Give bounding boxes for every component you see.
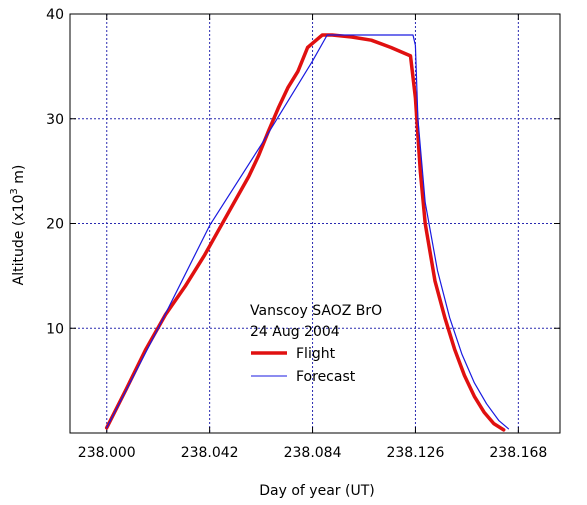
y-tick-label: 40	[46, 7, 64, 23]
y-tick-label: 20	[46, 217, 64, 233]
y-axis-label-exponent: 3	[9, 188, 20, 194]
y-tick-label: 10	[46, 321, 64, 337]
annotation-line-1: Vanscoy SAOZ BrO	[250, 303, 382, 319]
x-tick-label: 238.000	[78, 445, 136, 461]
legend-label-forecast: Forecast	[296, 369, 356, 385]
y-tick-labels: 10 20 30 40	[46, 7, 64, 337]
series-line-forecast	[106, 34, 510, 430]
y-tick-label: 30	[46, 112, 64, 128]
x-tick-labels: 238.000 238.042 238.084 238.126 238.168	[78, 445, 548, 461]
tick-marks	[70, 13, 560, 433]
legend: Vanscoy SAOZ BrO 24 Aug 2004 Flight Fore…	[250, 303, 382, 385]
series-line-flight	[104, 33, 506, 432]
annotation-line-2: 24 Aug 2004	[250, 324, 340, 340]
y-axis-label-prefix: Altitude (x10	[11, 195, 27, 286]
x-tick-label: 238.168	[489, 445, 547, 461]
x-tick-label: 238.084	[284, 445, 342, 461]
x-tick-label: 238.126	[386, 445, 444, 461]
x-tick-label: 238.042	[181, 445, 239, 461]
series-lines	[104, 33, 510, 432]
x-axis-label: Day of year (UT)	[259, 483, 374, 499]
y-axis-label: Altitude (x103 m)	[9, 165, 27, 286]
y-axis-label-suffix: m)	[11, 165, 27, 189]
legend-label-flight: Flight	[296, 346, 336, 362]
